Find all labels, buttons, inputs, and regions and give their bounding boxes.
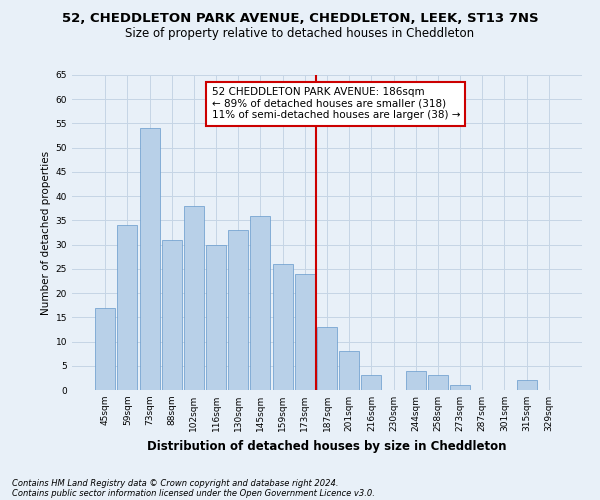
Bar bbox=[450, 385, 470, 390]
Bar bbox=[317, 327, 337, 390]
Bar bbox=[250, 216, 271, 390]
Bar bbox=[295, 274, 315, 390]
Bar bbox=[228, 230, 248, 390]
Bar bbox=[206, 244, 226, 390]
Text: Size of property relative to detached houses in Cheddleton: Size of property relative to detached ho… bbox=[125, 28, 475, 40]
Bar bbox=[140, 128, 160, 390]
Text: 52, CHEDDLETON PARK AVENUE, CHEDDLETON, LEEK, ST13 7NS: 52, CHEDDLETON PARK AVENUE, CHEDDLETON, … bbox=[62, 12, 538, 26]
Bar bbox=[95, 308, 115, 390]
Bar bbox=[272, 264, 293, 390]
Bar bbox=[162, 240, 182, 390]
Bar bbox=[184, 206, 204, 390]
Bar bbox=[406, 370, 426, 390]
Y-axis label: Number of detached properties: Number of detached properties bbox=[41, 150, 52, 314]
Bar bbox=[517, 380, 536, 390]
Bar bbox=[339, 351, 359, 390]
Bar bbox=[428, 376, 448, 390]
Text: Contains public sector information licensed under the Open Government Licence v3: Contains public sector information licen… bbox=[12, 488, 375, 498]
X-axis label: Distribution of detached houses by size in Cheddleton: Distribution of detached houses by size … bbox=[147, 440, 507, 452]
Bar bbox=[361, 376, 382, 390]
Text: Contains HM Land Registry data © Crown copyright and database right 2024.: Contains HM Land Registry data © Crown c… bbox=[12, 478, 338, 488]
Text: 52 CHEDDLETON PARK AVENUE: 186sqm
← 89% of detached houses are smaller (318)
11%: 52 CHEDDLETON PARK AVENUE: 186sqm ← 89% … bbox=[212, 87, 460, 120]
Bar bbox=[118, 225, 137, 390]
